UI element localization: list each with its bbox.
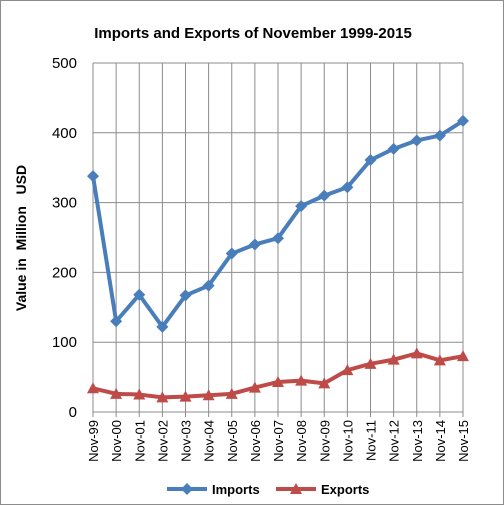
series-exports: [87, 347, 469, 403]
x-tick-label: Nov-02: [155, 420, 170, 462]
imports-point: [433, 129, 446, 142]
series-layer: [87, 114, 469, 403]
imports-point: [295, 200, 308, 213]
y-tick-label: 0: [69, 404, 77, 421]
exports-point: [202, 389, 215, 401]
y-tick-label: 200: [52, 264, 77, 281]
imports-point: [341, 181, 354, 194]
chart-title: Imports and Exports of November 1999-201…: [94, 25, 412, 42]
legend-item-imports: Imports: [167, 482, 260, 497]
x-tick-label: Nov-12: [387, 420, 402, 462]
y-tick-labels: 0 100 200 300 400 500: [52, 55, 77, 421]
y-tick-label: 500: [52, 55, 77, 72]
legend-item-exports: Exports: [276, 482, 369, 497]
imports-point: [364, 154, 377, 167]
axes: [92, 63, 464, 417]
x-tick-label: Nov-99: [86, 420, 101, 462]
y-tick-label: 400: [52, 125, 77, 142]
y-tick-label: 100: [52, 334, 77, 351]
x-tick-label: Nov-04: [202, 420, 217, 462]
imports-point: [457, 114, 469, 127]
exports-point: [457, 350, 469, 362]
exports-point: [341, 364, 354, 376]
x-tick-label: Nov-13: [410, 420, 425, 462]
x-tick-label: Nov-10: [340, 420, 355, 462]
imports-point: [318, 189, 331, 202]
imports-point: [156, 320, 169, 333]
legend-label: Exports: [321, 482, 369, 497]
imports-point: [133, 288, 146, 301]
imports-point: [225, 247, 238, 260]
imports-point: [110, 315, 123, 328]
x-tick-label: Nov-03: [179, 420, 194, 462]
x-tick-label: Nov-14: [433, 420, 448, 462]
exports-point: [110, 387, 123, 399]
exports-point: [410, 347, 423, 359]
imports-point: [179, 289, 192, 302]
exports-point: [387, 353, 400, 365]
imports-point: [410, 134, 423, 147]
exports-point: [364, 357, 377, 369]
x-tick-labels: Nov-99 Nov-00 Nov-01 Nov-02 Nov-03 Nov-04 Nov-…: [86, 420, 471, 462]
exports-point: [272, 375, 284, 387]
imports-point: [87, 170, 99, 183]
x-tick-label: Nov-07: [271, 420, 286, 462]
imports-point: [387, 142, 400, 155]
exports-point: [179, 390, 192, 402]
x-tick-label: Nov-01: [132, 420, 147, 462]
x-tick-label: Nov-15: [456, 420, 471, 462]
x-tick-label: Nov-06: [248, 420, 263, 462]
x-tick-label: Nov-11: [364, 420, 379, 461]
exports-point: [318, 377, 331, 389]
exports-point: [225, 387, 238, 399]
x-tick-label: Nov-09: [317, 420, 332, 462]
series-imports: [87, 114, 469, 333]
imports-point: [272, 232, 284, 245]
imports-point: [248, 238, 261, 251]
exports-point: [133, 388, 146, 400]
exports-point: [248, 381, 261, 393]
x-tick-label: Nov-00: [109, 420, 124, 462]
imports-point: [202, 279, 215, 292]
y-axis-label: Value in Million USD: [13, 165, 29, 311]
exports-point: [87, 382, 99, 394]
x-tick-label: Nov-05: [225, 420, 240, 462]
legend-marker: [181, 483, 193, 495]
y-tick-label: 300: [52, 195, 77, 212]
exports-point: [156, 391, 169, 403]
legend-label: Imports: [212, 482, 260, 497]
legend: Imports Exports: [167, 482, 369, 497]
exports-point: [295, 374, 308, 386]
exports-point: [433, 354, 446, 366]
legend-marker: [290, 483, 302, 494]
x-tick-label: Nov-08: [294, 420, 309, 462]
